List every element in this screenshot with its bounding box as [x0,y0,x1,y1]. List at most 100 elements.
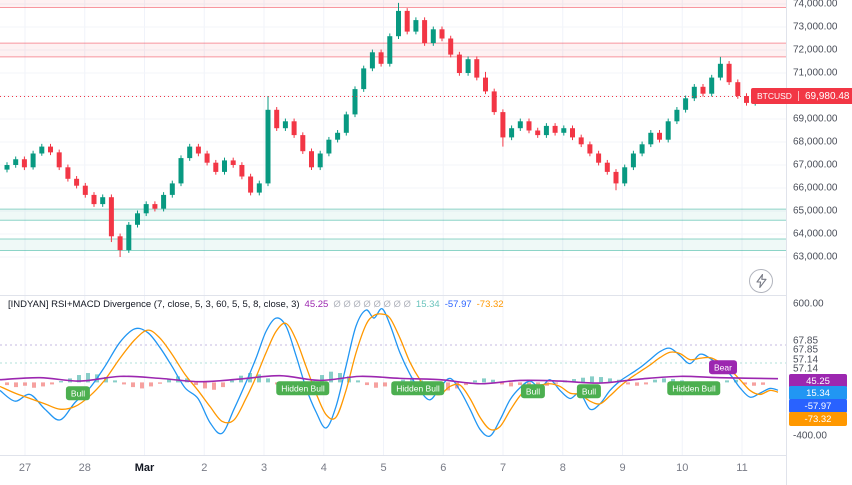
price-axis-label: 64,000.00 [793,228,838,240]
time-axis-label: 10 [676,462,689,474]
macd-histogram-bar [743,382,747,385]
macd-histogram-bar [482,378,486,383]
macd-histogram-bar [401,379,405,383]
current-price-badge: BTCUSD 69,980.48 [751,88,852,104]
time-axis-label: 11 [736,462,748,474]
macd-histogram-bar [671,379,675,383]
macd-histogram-bar [338,373,342,383]
time-axis-label: 3 [260,462,268,474]
price-badge-value: 69,980.48 [804,90,850,102]
macd-histogram-bar [59,381,63,383]
macd-histogram-bar [158,382,162,384]
macd-histogram-bar [320,375,324,383]
time-axis-label: 27 [18,462,32,474]
indicator-axis-badge: -57.97 [789,399,847,413]
price-axis-label: 65,000.00 [793,205,838,217]
macd-line [0,308,779,437]
macd-histogram-bar [149,382,153,387]
price-axis-label: 63,000.00 [793,251,838,263]
macd-histogram-bar [662,378,666,383]
price-axis-label: 74,000.00 [793,0,838,10]
price-axis-label: 71,000.00 [793,67,838,79]
indicator-signal-value: -73.32 [476,299,504,310]
macd-histogram-bar [86,373,90,383]
macd-histogram-bar [257,374,261,383]
rsi-line [0,374,779,385]
price-scale[interactable]: 74,000.0073,000.0072,000.0071,000.0070,0… [786,0,852,485]
time-axis-label: 8 [559,462,566,474]
macd-histogram-bar [50,382,54,385]
signal-line [0,313,779,431]
macd-histogram-bar [491,379,495,383]
lightning-icon [755,274,767,288]
macd-histogram-bar [113,380,117,383]
divergence-marker-bull: Bull [65,386,91,400]
resistance-zone [0,43,786,57]
price-axis-label: 67,000.00 [793,159,838,171]
macd-histogram-bar [500,382,504,385]
macd-histogram-bar [599,377,603,383]
time-axis-label: 6 [440,462,447,474]
macd-histogram-bar [509,382,513,387]
macd-histogram-bar [725,380,729,383]
indicator-axis-label: 57.14 [793,363,819,375]
divergence-marker-bull: Bull [520,384,546,398]
macd-histogram-bar [122,382,126,385]
time-axis-label: 5 [380,462,387,474]
divergence-marker-bull: Hidden Bull [391,381,445,395]
macd-histogram-bar [230,380,234,383]
indicator-axis-label: -400.00 [793,430,827,442]
macd-histogram-bar [410,377,414,383]
macd-histogram-bar [365,382,369,386]
macd-histogram-bar [212,382,216,390]
macd-histogram-bar [356,380,360,383]
price-badge-symbol: BTCUSD [757,91,799,101]
macd-histogram-bar [32,382,36,388]
macd-histogram-bar [167,379,171,383]
time-axis-label: 28 [78,462,91,474]
macd-histogram-bar [203,382,207,389]
time-scale[interactable]: 27 28 Mar 2 3 4 5 6 7 8 9 10 11 [0,455,786,485]
macd-histogram-bar [635,382,639,386]
price-axis-label: 69,000.00 [793,113,838,125]
instant-trading-button[interactable] [749,269,773,293]
macd-histogram-bar [590,376,594,383]
macd-histogram-bar [653,379,657,383]
indicator-rsi-value: 45.25 [304,299,329,310]
indicator-title: [INDYAN] RSI+MACD Divergence (7, close, … [8,299,300,310]
divergence-marker-bull: Bull [576,384,602,398]
time-axis-label: 4 [320,462,327,474]
macd-histogram-bar [140,382,144,389]
indicator-chart-canvas[interactable] [0,296,786,455]
divergence-marker-bull: Hidden Bull [276,381,330,395]
macd-histogram-bar [383,382,387,387]
macd-histogram-bar [221,382,225,388]
indicator-axis-label: 67.85 [793,335,819,347]
indicator-axis-badge: 45.25 [789,374,847,388]
macd-histogram-bar [329,371,333,383]
indicator-axis-badge: 15.34 [789,386,847,400]
macd-histogram-bar [374,382,378,388]
time-axis-label: 9 [619,462,626,474]
macd-histogram-bar [608,378,612,383]
price-chart-canvas[interactable] [0,0,786,296]
indicator-value-2: 15.34 [415,299,440,310]
support-zone [0,239,786,251]
price-axis-label: 68,000.00 [793,136,838,148]
pane-separator[interactable] [0,295,852,296]
indicator-status-line[interactable]: [INDYAN] RSI+MACD Divergence (7, close, … [8,299,509,310]
macd-histogram-bar [752,382,756,386]
macd-histogram-bar [464,382,468,386]
macd-histogram-bar [761,382,765,385]
divergence-marker-bull: Hidden Bull [667,381,721,395]
macd-histogram-bar [131,382,135,388]
indicator-axis-label: 67.85 [793,344,819,356]
time-axis-label: 7 [499,462,507,474]
macd-histogram-bar [104,377,108,383]
macd-histogram-bar [473,380,477,383]
macd-histogram-bar [446,382,450,391]
macd-histogram-bar [734,379,738,383]
macd-histogram-bar [41,382,45,387]
indicator-empty-values: Ø Ø Ø Ø Ø Ø Ø Ø [333,299,411,310]
